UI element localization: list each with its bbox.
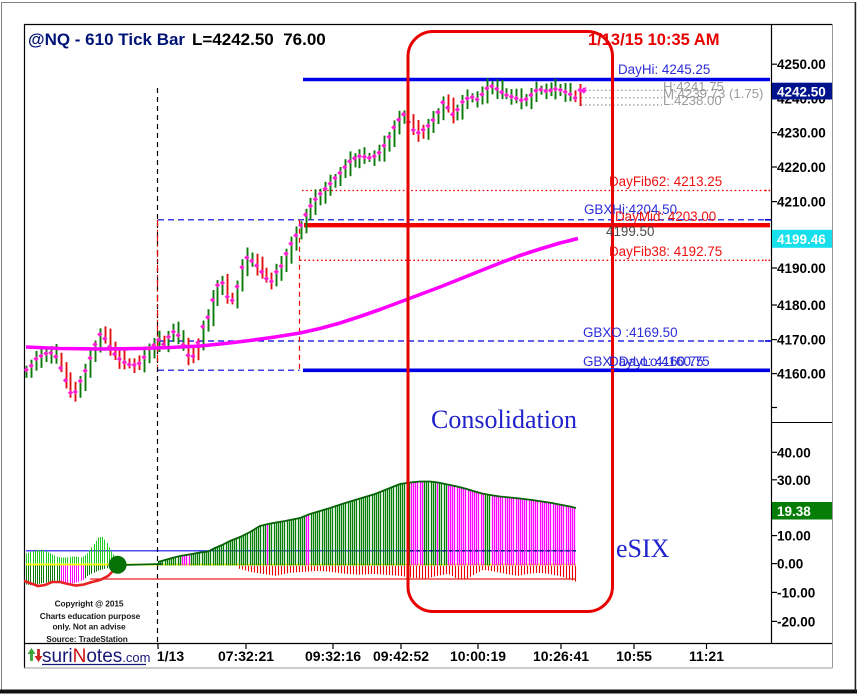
svg-text:L:4238.00: L:4238.00 <box>663 93 722 108</box>
svg-text:10:55: 10:55 <box>616 648 652 664</box>
svg-text:M:4239.73 (1.75): M:4239.73 (1.75) <box>663 86 763 101</box>
svg-text:19.38: 19.38 <box>777 504 811 519</box>
svg-text:09:32:16: 09:32:16 <box>305 648 361 664</box>
svg-text:30.00: 30.00 <box>777 473 811 488</box>
svg-text:10.00: 10.00 <box>777 529 811 544</box>
svg-text:4242.50: 4242.50 <box>777 84 826 99</box>
svg-text:Consolidation: Consolidation <box>431 405 577 434</box>
svg-text:L=4242.50 76.00: L=4242.50 76.00 <box>192 30 326 49</box>
svg-text:4199.50: 4199.50 <box>606 224 654 239</box>
svg-text:4220.00: 4220.00 <box>777 160 826 175</box>
svg-text:10:00:19: 10:00:19 <box>450 648 506 664</box>
svg-text:4230.00: 4230.00 <box>777 126 826 141</box>
svg-text:eSIX: eSIX <box>616 534 670 563</box>
svg-text:09:42:52: 09:42:52 <box>373 648 429 664</box>
svg-text:Copyright @ 2015: Copyright @ 2015 <box>55 599 124 609</box>
svg-text:4250.00: 4250.00 <box>777 57 826 72</box>
svg-text:DayHi: 4245.25: DayHi: 4245.25 <box>618 62 710 77</box>
svg-text:DayMid: 4203.00: DayMid: 4203.00 <box>615 209 716 224</box>
svg-text:DayLo: 4160.75: DayLo: 4160.75 <box>609 354 704 369</box>
svg-text:4180.00: 4180.00 <box>777 298 826 313</box>
svg-text:GBXHi:4204.50: GBXHi:4204.50 <box>584 202 677 217</box>
svg-text:07:32:21: 07:32:21 <box>218 648 274 664</box>
svg-text:@NQ - 610 Tick Bar: @NQ - 610 Tick Bar <box>28 30 185 49</box>
svg-text:Source: TradeStation: Source: TradeStation <box>46 634 127 644</box>
svg-text:4210.00: 4210.00 <box>777 195 826 210</box>
svg-text:GBX_DayLo:4160.75: GBX_DayLo:4160.75 <box>583 354 710 369</box>
svg-text:4170.00: 4170.00 <box>777 333 826 348</box>
svg-text:only. Not an advise: only. Not an advise <box>52 622 126 632</box>
svg-text:10:26:41: 10:26:41 <box>533 648 589 664</box>
svg-text:H:4241.75: H:4241.75 <box>663 79 724 94</box>
svg-text:0.00: 0.00 <box>777 557 803 572</box>
svg-text:40.00: 40.00 <box>777 445 811 460</box>
svg-text:-20.00: -20.00 <box>777 614 815 629</box>
svg-text:DayFib62: 4213.25: DayFib62: 4213.25 <box>609 174 722 189</box>
svg-text:1/13/15 10:35 AM: 1/13/15 10:35 AM <box>588 31 719 49</box>
svg-text:1/13: 1/13 <box>157 648 184 664</box>
svg-text:GBXO :4169.50: GBXO :4169.50 <box>583 325 678 340</box>
svg-text:suriNotes.com: suriNotes.com <box>42 646 150 667</box>
svg-text:4160.00: 4160.00 <box>777 367 826 382</box>
svg-text:4199.46: 4199.46 <box>777 232 826 247</box>
svg-text:-10.00: -10.00 <box>777 585 815 600</box>
svg-text:4190.00: 4190.00 <box>777 261 826 276</box>
svg-text:Charts education purpose: Charts education purpose <box>40 611 141 621</box>
svg-text:DayFib38: 4192.75: DayFib38: 4192.75 <box>609 244 722 259</box>
svg-text:11:21: 11:21 <box>689 648 724 664</box>
